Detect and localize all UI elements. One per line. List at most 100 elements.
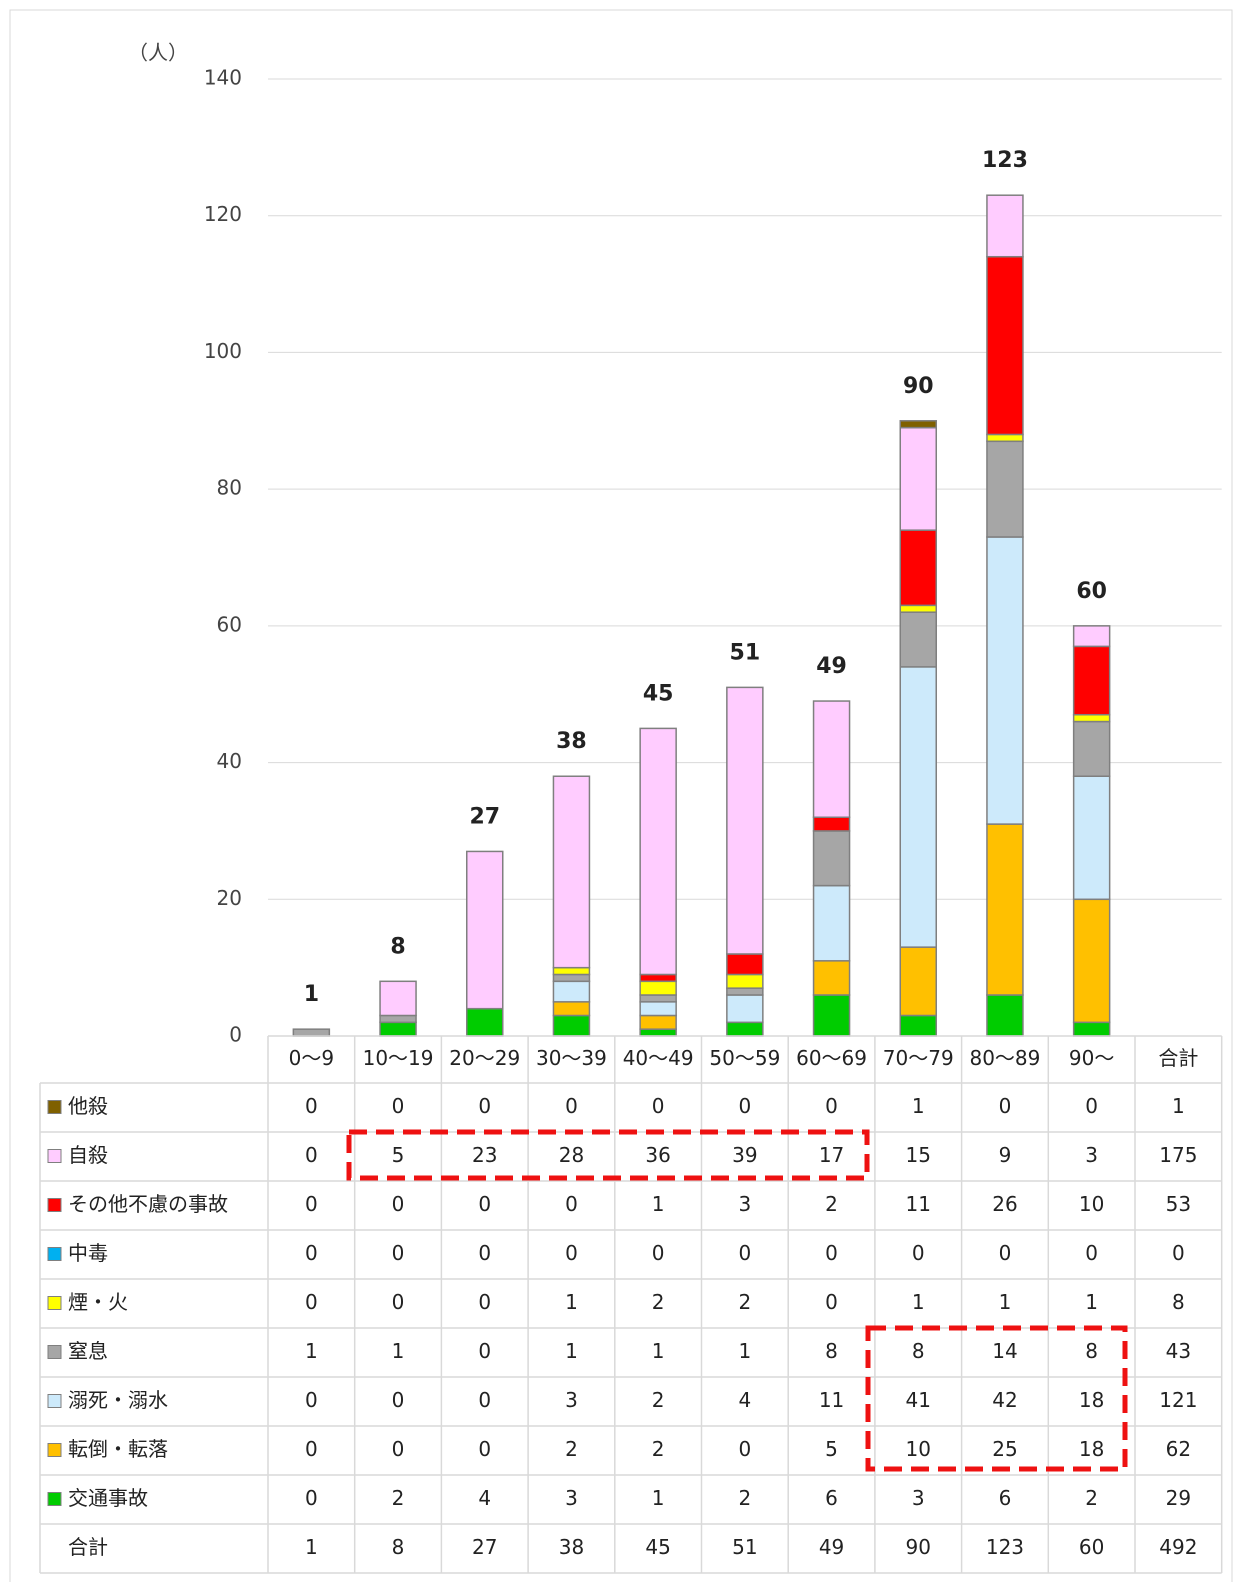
table-cell: 0 (478, 1241, 491, 1265)
table-cell: 2 (392, 1486, 405, 1510)
table-cell: 1 (999, 1290, 1012, 1314)
bar-segment (899, 666, 937, 948)
bar-segment (812, 700, 851, 819)
bar-segment (812, 884, 851, 962)
legend-swatch (47, 1443, 62, 1457)
table-cell: 2 (825, 1192, 838, 1216)
table-cell: 0 (738, 1437, 751, 1461)
bar-segment (899, 611, 937, 668)
table-cell: 17 (819, 1143, 844, 1167)
bar-segment (639, 1028, 677, 1037)
table-cell: 0 (478, 1388, 491, 1412)
table-cell: 2 (738, 1486, 751, 1510)
bar-segment (1072, 720, 1111, 777)
table-cell: 0 (305, 1388, 318, 1412)
bar-segment (1072, 775, 1111, 901)
bar-segment (552, 973, 591, 983)
table-cell: 1 (1085, 1290, 1098, 1314)
table-cell: 1 (305, 1339, 318, 1363)
table-cell: 0 (1085, 1241, 1098, 1265)
table-cell: 1 (652, 1339, 665, 1363)
table-cell: 36 (645, 1143, 670, 1167)
table-cell: 0 (652, 1241, 665, 1265)
total-label: 49 (816, 654, 847, 679)
table-cell: 0 (392, 1437, 405, 1461)
bar-segment (639, 994, 677, 1003)
table-cell: 492 (1159, 1535, 1197, 1559)
table-cell: 5 (825, 1437, 838, 1461)
table-cell: 3 (1085, 1143, 1098, 1167)
table-cell: 1 (912, 1290, 925, 1314)
table-cell: 0 (478, 1192, 491, 1216)
x-tick-label: 30〜39 (536, 1046, 607, 1070)
y-tick-label: 0 (229, 1023, 242, 1047)
bar-segment (726, 953, 764, 976)
bar-segment (379, 1014, 417, 1024)
table-cell: 0 (565, 1241, 578, 1265)
legend-swatch (47, 1345, 62, 1359)
table-cell: 0 (305, 1094, 318, 1118)
bar-segment (1072, 645, 1111, 716)
table-cell: 1 (738, 1339, 751, 1363)
table-cell: 1 (392, 1339, 405, 1363)
table-cell: 6 (999, 1486, 1012, 1510)
legend-label: 転倒・転落 (68, 1437, 168, 1461)
x-tick-label: 0〜9 (289, 1046, 334, 1070)
bar-segment (639, 980, 677, 996)
bar-segment (639, 973, 677, 983)
table-cell: 0 (305, 1192, 318, 1216)
table-cell: 11 (819, 1388, 844, 1412)
legend-swatch (47, 1198, 62, 1212)
table-cell: 0 (305, 1241, 318, 1265)
bar-segment (899, 604, 937, 613)
bar-segment (812, 960, 851, 996)
table-cell: 0 (738, 1094, 751, 1118)
table-cell: 3 (565, 1388, 578, 1412)
highlights (346, 1129, 1128, 1472)
total-label: 60 (1076, 579, 1107, 604)
table-cell: 41 (906, 1388, 931, 1412)
legend-label: その他不慮の事故 (68, 1192, 228, 1216)
table-cell: 2 (565, 1437, 578, 1461)
table-cell: 9 (999, 1143, 1012, 1167)
x-tick-label: 90〜 (1069, 1046, 1114, 1070)
row-label: 合計 (68, 1535, 108, 1559)
bar-segment (899, 426, 937, 531)
table-cell: 123 (986, 1535, 1024, 1559)
table-cell: 23 (472, 1143, 497, 1167)
x-tick-label: 50〜59 (709, 1046, 780, 1070)
x-tick-label: 60〜69 (796, 1046, 867, 1070)
bar-segment (812, 994, 851, 1037)
bar-segment (986, 194, 1024, 258)
bar-segment (812, 830, 851, 887)
table-cell: 0 (999, 1094, 1012, 1118)
table-cell: 0 (565, 1192, 578, 1216)
table-cell: 2 (652, 1388, 665, 1412)
table-cell: 2 (738, 1290, 751, 1314)
table-cell: 1 (652, 1486, 665, 1510)
bar-segment (986, 440, 1024, 538)
table-cell: 18 (1079, 1388, 1104, 1412)
table-cell: 10 (906, 1437, 931, 1461)
table-cell: 8 (1085, 1339, 1098, 1363)
table-cell: 10 (1079, 1192, 1104, 1216)
bar-segment (552, 1001, 591, 1017)
table-cell: 15 (906, 1143, 931, 1167)
legend-swatch (47, 1296, 62, 1310)
y-tick-label: 20 (217, 886, 242, 910)
table-cell: 0 (1172, 1241, 1185, 1265)
legend-label: 他殺 (68, 1094, 108, 1118)
table-cell: 0 (305, 1290, 318, 1314)
table-cell: 14 (992, 1339, 1017, 1363)
table-cell: 60 (1079, 1535, 1104, 1559)
table-cell: 2 (652, 1290, 665, 1314)
table-cell: 28 (559, 1143, 584, 1167)
y-tick-label: 140 (204, 66, 242, 90)
legend-label: 煙・火 (68, 1290, 128, 1314)
table-cell: 1 (565, 1290, 578, 1314)
bar-segment (1072, 625, 1111, 648)
legend-swatch (47, 1100, 62, 1114)
table-cell: 0 (565, 1094, 578, 1118)
table-cell: 0 (652, 1094, 665, 1118)
